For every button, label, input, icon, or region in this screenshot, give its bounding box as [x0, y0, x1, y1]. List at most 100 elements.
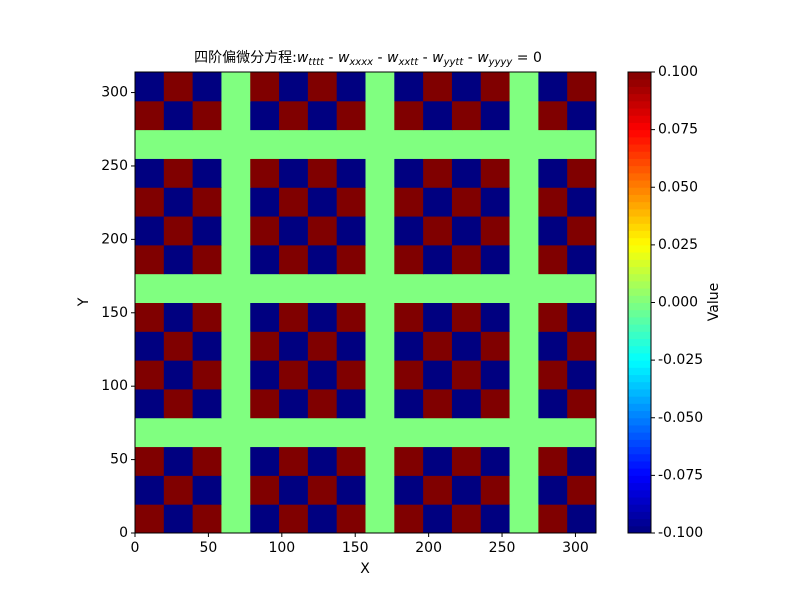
heatmap-cell	[394, 100, 424, 131]
colorbar-step	[628, 324, 651, 332]
title-term: w	[432, 50, 444, 66]
heatmap-cell	[423, 72, 453, 102]
heatmap-cell	[192, 244, 222, 275]
heatmap-cell	[250, 158, 280, 188]
heatmap-cell	[279, 187, 309, 217]
heatmap-cell	[451, 331, 482, 361]
heatmap-cell	[394, 360, 424, 390]
heatmap-cell	[163, 273, 194, 303]
heatmap-cell	[163, 216, 194, 246]
heatmap-cell	[394, 504, 424, 534]
heatmap-cell	[365, 331, 395, 361]
heatmap-cell	[394, 158, 424, 188]
heatmap-cell	[451, 100, 482, 131]
heatmap-cell	[480, 417, 511, 448]
colorbar-step	[628, 446, 651, 455]
heatmap-cell	[423, 244, 453, 275]
heatmap-cell	[250, 504, 280, 534]
heatmap-cell	[135, 388, 165, 419]
colorbar-step	[628, 230, 651, 239]
heatmap-cell	[394, 72, 424, 102]
chart-title: 四阶偏微分方程:wtttt​ - wxxxx​ - wxxtt​ - wyytt…	[194, 50, 542, 68]
colorbar-step	[628, 403, 651, 412]
y-tick-label: 0	[119, 525, 128, 541]
heatmap-cell	[480, 216, 511, 246]
heatmap-cell	[480, 187, 511, 217]
x-tick-label: 100	[268, 540, 295, 556]
heatmap-cell	[163, 417, 194, 448]
x-tick-label: 50	[199, 540, 217, 556]
colorbar-step	[628, 288, 651, 296]
x-tick-label: 150	[342, 540, 369, 556]
title-term: w	[297, 50, 309, 66]
colorbar-step	[628, 237, 651, 246]
heatmap-cell	[365, 475, 395, 505]
heatmap-cell	[480, 504, 511, 534]
heatmap-cell	[163, 100, 194, 131]
heatmap-cell	[423, 388, 453, 419]
heatmap-cell	[135, 504, 165, 534]
heatmap-cell	[192, 187, 222, 217]
heatmap-cell	[279, 273, 309, 303]
heatmap-cell	[509, 72, 539, 102]
heatmap-cell	[451, 475, 482, 505]
heatmap-cell	[336, 446, 366, 476]
heatmap-cell	[394, 446, 424, 476]
title-subscript: tttt	[308, 57, 325, 68]
colorbar-tick-label: -0.075	[658, 467, 703, 483]
heatmap-cell	[538, 417, 568, 448]
y-axis-label: Y	[76, 297, 92, 307]
heatmap-cell	[509, 446, 539, 476]
heatmap-cell	[221, 100, 251, 131]
heatmap-cell	[221, 388, 251, 419]
colorbar-tick-label: -0.025	[658, 352, 703, 368]
heatmap-cell	[279, 475, 309, 505]
colorbar-step	[628, 302, 651, 311]
colorbar-step	[628, 381, 651, 390]
heatmap-cell	[567, 244, 597, 275]
heatmap-cell	[221, 360, 251, 390]
heatmap-cell	[365, 302, 395, 332]
colorbar-step	[628, 144, 651, 152]
colorbar-step	[628, 280, 651, 289]
heatmap-cell	[451, 273, 482, 303]
colorbar-step	[628, 388, 651, 397]
colorbar-tick-label: -0.100	[658, 525, 703, 541]
heatmap-cell	[538, 360, 568, 390]
heatmap-cell	[336, 417, 366, 448]
heatmap-cell	[250, 72, 280, 102]
heatmap-cell	[567, 158, 597, 188]
heatmap-cell	[509, 331, 539, 361]
heatmap-cell	[451, 158, 482, 188]
heatmap-cell	[509, 244, 539, 275]
colorbar-step	[628, 295, 651, 303]
heatmap-cell	[307, 417, 338, 448]
heatmap-cell	[336, 244, 366, 275]
heatmap-cell	[192, 360, 222, 390]
heatmap-cell	[163, 302, 194, 332]
heatmap-cell	[307, 216, 338, 246]
heatmap-cell	[509, 302, 539, 332]
heatmap-cell	[394, 331, 424, 361]
heatmap-cell	[567, 273, 597, 303]
heatmap-cell	[423, 360, 453, 390]
heatmap-cell	[394, 417, 424, 448]
heatmap-cell	[336, 129, 366, 159]
heatmap-cell	[250, 475, 280, 505]
heatmap-cell	[250, 417, 280, 448]
colorbar-step	[628, 453, 651, 462]
heatmap-cell	[423, 129, 453, 159]
heatmap-cell	[307, 504, 338, 534]
heatmap-cell	[192, 72, 222, 102]
heatmap-cell	[135, 158, 165, 188]
heatmap-cell	[135, 302, 165, 332]
heatmap-cell	[336, 216, 366, 246]
colorbar-step	[628, 468, 651, 476]
heatmap-cell	[192, 475, 222, 505]
heatmap-cell	[538, 302, 568, 332]
colorbar-step	[628, 180, 651, 188]
heatmap-cell	[451, 72, 482, 102]
heatmap-cell	[279, 360, 309, 390]
heatmap-cell	[538, 158, 568, 188]
title-suffix: = 0	[512, 50, 542, 66]
